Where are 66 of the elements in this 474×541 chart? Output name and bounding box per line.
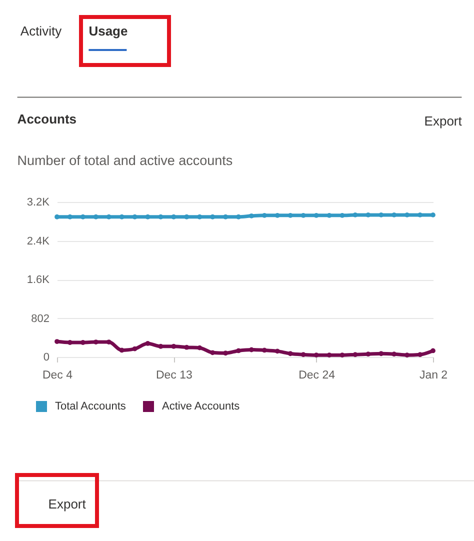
y-tick-label: 802 [31, 312, 50, 325]
point [378, 212, 384, 218]
text: Export [424, 114, 462, 129]
point [430, 348, 436, 354]
point [223, 214, 228, 220]
point [184, 214, 190, 220]
point [80, 214, 86, 220]
x-tick-label: Dec 4 [42, 370, 74, 382]
point [145, 214, 150, 220]
point [210, 214, 216, 220]
text: Export [48, 496, 86, 512]
chart-title: Accounts [17, 112, 77, 127]
point [68, 214, 72, 220]
chart-subtitle: Number of total and active accounts [17, 153, 233, 168]
point [197, 214, 202, 220]
point [366, 212, 371, 218]
point [106, 340, 112, 344]
point [223, 350, 228, 356]
point [352, 352, 358, 358]
point [119, 348, 124, 353]
point [340, 212, 345, 218]
y-tick-label: 3.2K [26, 196, 50, 208]
point [197, 345, 202, 350]
point [93, 340, 98, 344]
y-tick-label: 0 [43, 352, 50, 364]
point [249, 347, 254, 352]
point [262, 212, 267, 218]
point [352, 212, 358, 218]
point [132, 214, 138, 220]
x-tick-label: Jan 2 [419, 370, 448, 382]
point [288, 351, 293, 356]
point [145, 341, 150, 346]
point [171, 214, 176, 220]
point [326, 212, 332, 218]
point [158, 214, 164, 220]
point [106, 214, 112, 220]
legend-label: Total Accounts [55, 400, 126, 412]
point [366, 352, 371, 357]
point [326, 352, 332, 358]
legend-label: Active Accounts [162, 400, 240, 412]
point [430, 212, 436, 218]
point [132, 346, 138, 352]
y-tick-label: 2.4K [26, 235, 50, 248]
point [314, 212, 319, 218]
point [418, 212, 422, 218]
point [184, 344, 190, 350]
x-tick-label: Dec 24 [298, 370, 336, 382]
point [54, 339, 60, 344]
text: Activity [20, 24, 62, 39]
point [418, 352, 422, 358]
point [249, 213, 254, 218]
y-tick-label: 1.6K [26, 274, 50, 286]
point [340, 352, 345, 358]
point [68, 340, 72, 345]
point [236, 348, 241, 354]
point [300, 352, 306, 358]
point [54, 214, 60, 220]
point [119, 214, 124, 220]
x-tick-label: Dec 13 [156, 370, 192, 382]
point [93, 214, 98, 220]
point [274, 348, 280, 354]
point [158, 344, 164, 349]
point [171, 344, 176, 349]
text: Usage [88, 24, 128, 38]
point [262, 348, 267, 353]
point [236, 214, 241, 220]
